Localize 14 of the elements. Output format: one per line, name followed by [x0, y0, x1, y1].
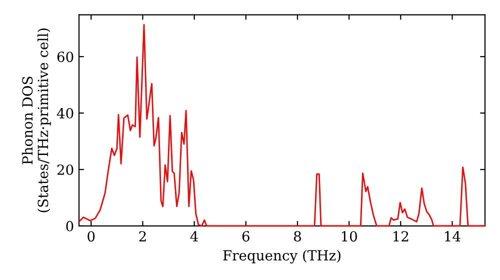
y-axis-title: Phonon DOS (States/THz·primitive cell): [22, 28, 51, 212]
y-tick-label: 60: [57, 52, 74, 62]
x-axis-title: Frequency (THz): [223, 250, 340, 264]
y-tick-label: 20: [57, 164, 74, 175]
y-tick-label: 0: [66, 220, 74, 232]
x-tick-label: 4: [190, 231, 198, 242]
y-tick-label: 40: [56, 108, 74, 119]
x-tick-label: 8: [294, 231, 301, 242]
x-tick-label: 12: [394, 231, 408, 242]
x-tick-label: 10: [342, 231, 357, 242]
x-tick-label: 0: [88, 231, 95, 242]
x-tick-label: 2: [139, 231, 146, 242]
x-tick-label: 14: [445, 231, 460, 242]
x-tick-label: 6: [242, 231, 250, 242]
